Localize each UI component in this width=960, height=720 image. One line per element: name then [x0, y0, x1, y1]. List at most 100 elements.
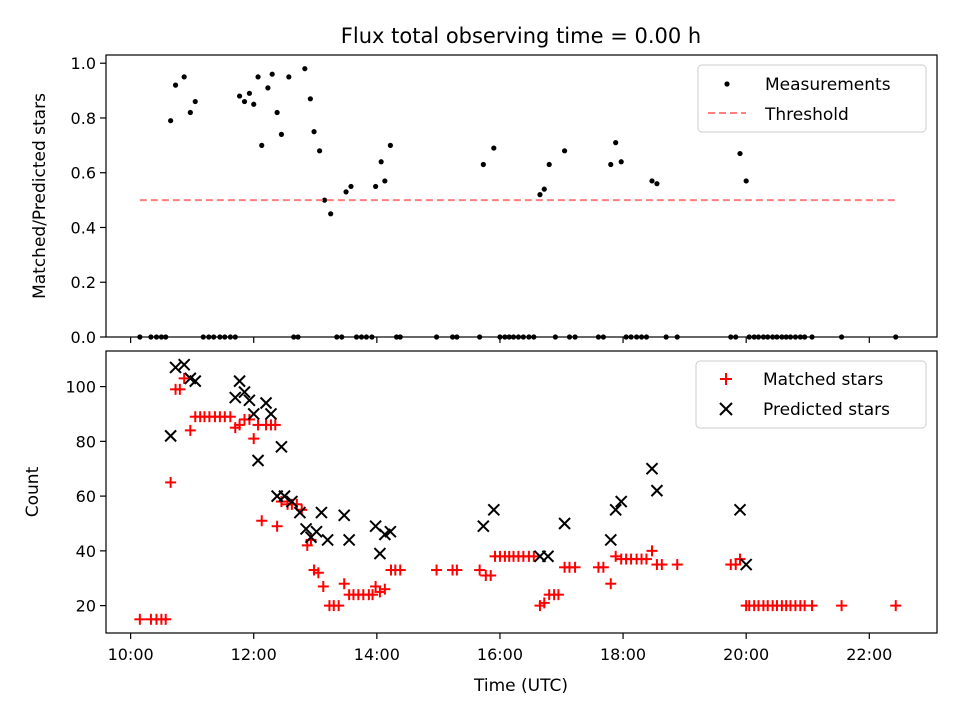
predicted-point: [338, 509, 351, 522]
measurement-point: [328, 211, 334, 217]
predicted-point: [645, 462, 659, 475]
legend-measurements-label: Measurements: [765, 75, 891, 95]
predicted-point: [373, 547, 387, 560]
bottom-plot-area: [134, 358, 902, 625]
matched-point: [597, 561, 609, 573]
predicted-point: [285, 495, 299, 508]
y-tick-label: 40: [76, 542, 96, 561]
measurement-point: [737, 150, 743, 157]
measurement-point: [373, 183, 379, 190]
chart-title: Flux total observing time = 0.00 h: [341, 24, 701, 48]
y-tick-label: 0.8: [71, 109, 96, 128]
bottom-panel: 20 40 60 80 100 10:00 12:00 14:00 16:00 18:00 20:…: [23, 350, 938, 696]
measurement-point: [321, 197, 328, 203]
x-tick-label: 10:00: [108, 645, 154, 664]
matched-point: [160, 613, 172, 625]
legend-predicted-label: Predicted stars: [763, 400, 890, 420]
bottom-legend: Matched stars Predicted stars: [695, 360, 927, 429]
x-tick-label: 16:00: [477, 645, 523, 664]
measurement-point: [491, 145, 497, 151]
predicted-point: [264, 407, 278, 421]
measurement-point: [387, 142, 393, 148]
matched-point: [333, 600, 345, 612]
measurement-point: [278, 131, 285, 137]
predicted-point: [275, 440, 288, 454]
matched-point: [890, 600, 902, 612]
matched-point: [528, 550, 540, 562]
matched-point: [134, 613, 146, 625]
y-tick-label: 100: [65, 378, 96, 397]
measurement-point: [302, 66, 308, 72]
predicted-point: [247, 407, 260, 421]
legend-predicted-marker: [719, 402, 733, 416]
predicted-point: [229, 391, 242, 404]
predicted-point: [384, 525, 397, 538]
predicted-point: [650, 484, 664, 497]
matched-point: [291, 498, 303, 510]
series-matched-stars: [134, 372, 902, 625]
measurement-point: [649, 178, 655, 184]
x-tick-label: 20:00: [723, 645, 769, 664]
measurement-point: [316, 148, 323, 154]
measurement-point: [255, 74, 261, 80]
measurement-point: [541, 186, 547, 192]
matched-point: [656, 559, 668, 571]
legend-threshold-label: Threshold: [764, 105, 849, 125]
bottom-x-ticks: 10:00 12:00 14:00 16:00 18:00 20:00 22:00: [108, 633, 892, 664]
series-predicted-stars: [164, 358, 753, 571]
measurement-point: [251, 101, 257, 107]
matched-point: [367, 589, 379, 601]
measurement-point: [343, 189, 349, 195]
matched-point: [256, 515, 268, 527]
predicted-point: [541, 550, 555, 563]
matched-point: [836, 600, 848, 612]
top-legend-box: [697, 64, 927, 133]
bottom-y-ticks: 20 40 60 80 100: [65, 378, 106, 616]
measurement-point: [348, 183, 354, 190]
measurement-point: [192, 98, 198, 105]
y-tick-label: 0.6: [71, 164, 96, 183]
predicted-point: [342, 533, 356, 547]
predicted-point: [278, 489, 291, 503]
measurement-point: [608, 161, 614, 168]
matched-point: [178, 372, 190, 384]
matched-point: [734, 553, 746, 565]
predicted-point: [238, 385, 251, 399]
predicted-point: [251, 454, 265, 467]
legend-measurements-marker: [724, 81, 730, 87]
y-tick-label: 20: [76, 597, 96, 616]
measurement-point: [181, 74, 187, 80]
bottom-y-axis-label: Count: [23, 466, 43, 517]
y-tick-label: 0.4: [71, 218, 96, 237]
matched-point: [474, 564, 486, 576]
matched-point: [485, 570, 497, 582]
predicted-point: [487, 503, 501, 517]
measurement-point: [246, 90, 253, 96]
y-tick-label: 80: [76, 432, 96, 451]
x-tick-label: 14:00: [354, 645, 400, 664]
measurement-point: [311, 129, 317, 135]
x-axis-label: Time (UTC): [473, 676, 568, 696]
measurement-point: [187, 109, 193, 116]
predicted-point: [315, 506, 328, 519]
measurement-point: [168, 118, 174, 124]
predicted-point: [299, 522, 313, 536]
matched-point: [431, 564, 443, 576]
matched-point: [451, 564, 463, 576]
measurement-point: [307, 96, 313, 102]
matched-point: [610, 550, 622, 562]
matched-point: [269, 419, 281, 431]
measurement-point: [546, 161, 552, 168]
matched-point: [338, 578, 350, 590]
predicted-point: [733, 503, 747, 517]
bottom-legend-box: [695, 360, 927, 429]
matched-point: [640, 553, 652, 565]
measurement-point: [236, 93, 243, 99]
predicted-point: [259, 396, 273, 410]
top-y-ticks: 0.0 0.2 0.4 0.6 0.8 1.0: [71, 54, 106, 347]
matched-point: [569, 561, 581, 573]
matched-point: [224, 411, 236, 423]
measurement-point: [480, 161, 486, 168]
x-tick-label: 12:00: [231, 645, 277, 664]
